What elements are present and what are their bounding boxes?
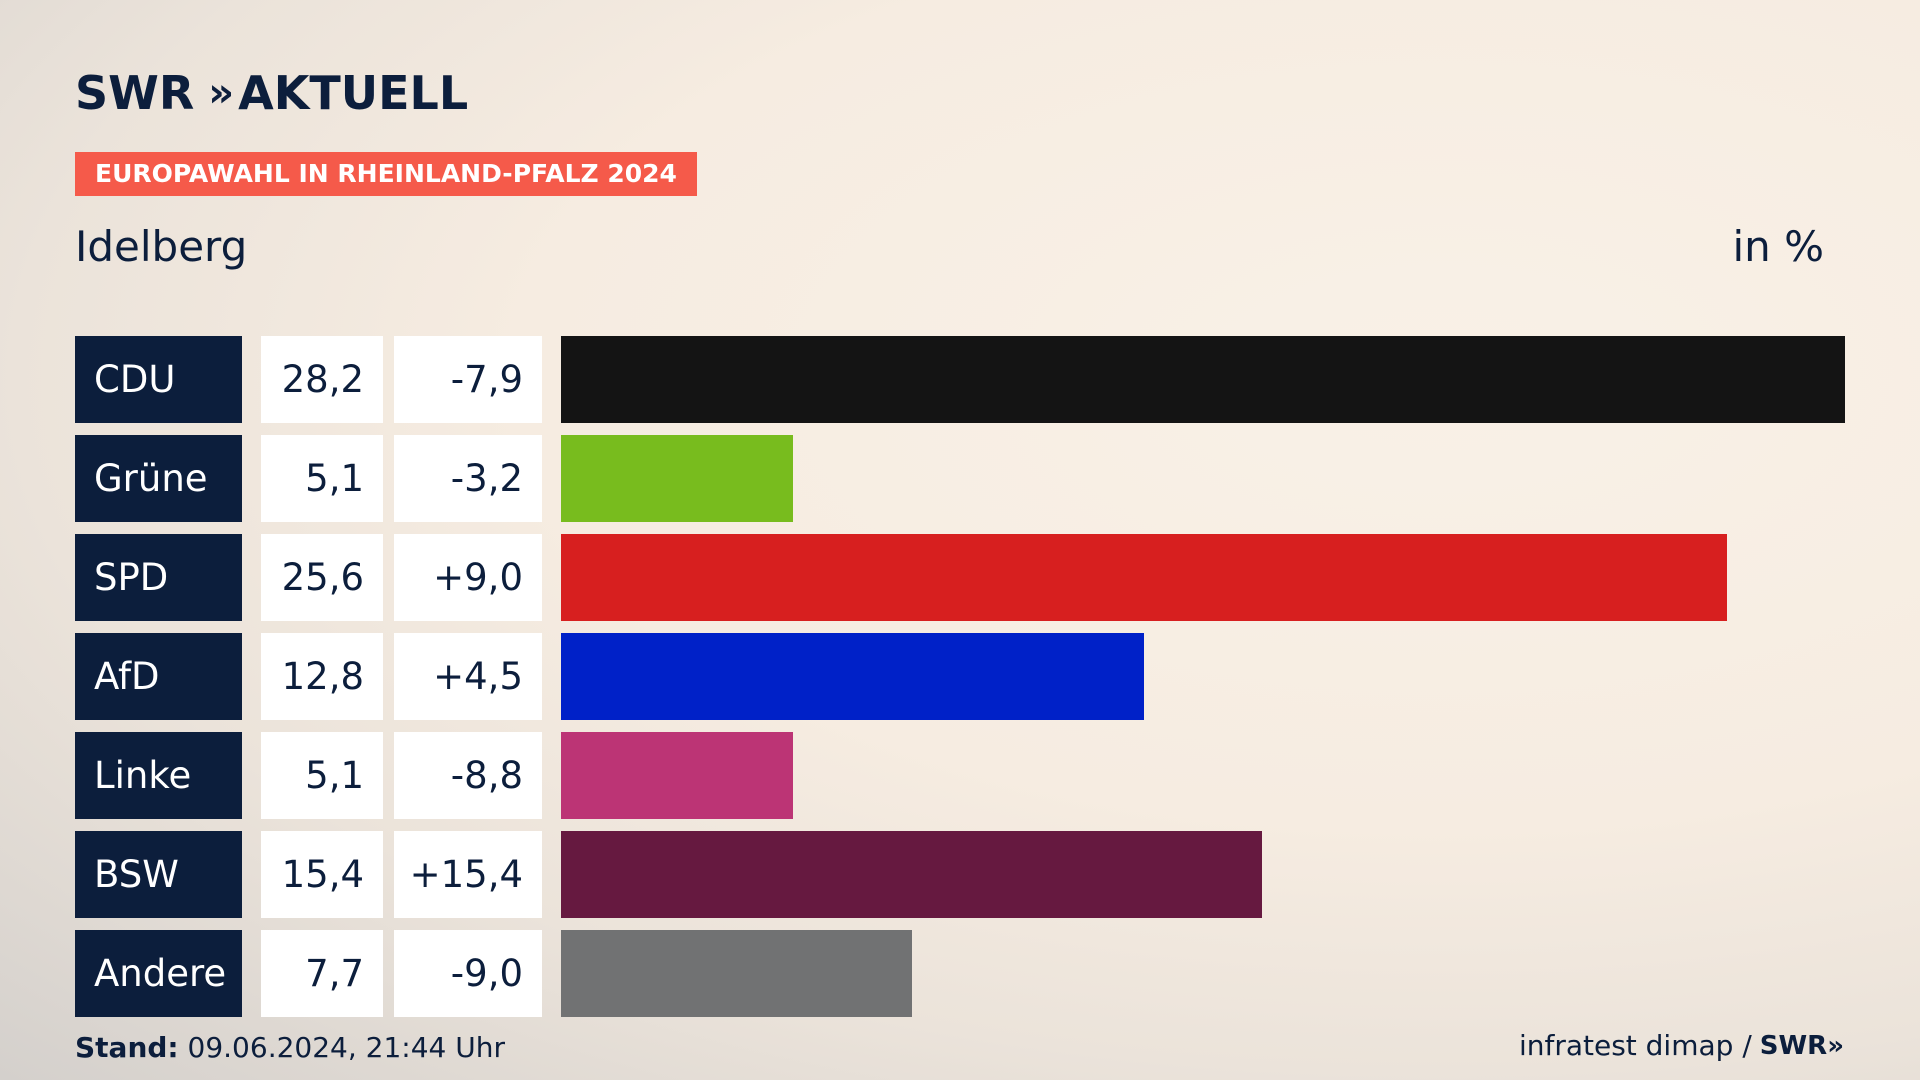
bar-linke — [561, 732, 793, 819]
timestamp-value: 09.06.2024, 21:44 Uhr — [187, 1031, 505, 1064]
value-label: 25,6 — [261, 534, 383, 621]
diff-label: -7,9 — [394, 336, 542, 423]
source-credit: infratest dimap / SWR» — [1519, 1029, 1844, 1062]
value-label: 12,8 — [261, 633, 383, 720]
party-label: Andere — [75, 930, 242, 1017]
value-label: 7,7 — [261, 930, 383, 1017]
timestamp-label: Stand: — [75, 1031, 179, 1064]
party-label: AfD — [75, 633, 242, 720]
value-label: 5,1 — [261, 732, 383, 819]
party-label: Grüne — [75, 435, 242, 522]
value-label: 28,2 — [261, 336, 383, 423]
source-swr-logo: SWR» — [1759, 1030, 1844, 1061]
party-label: CDU — [75, 336, 242, 423]
bar-grüne — [561, 435, 793, 522]
value-label: 15,4 — [261, 831, 383, 918]
swr-aktuell-logo: SWR » AKTUELL — [75, 66, 468, 120]
party-label: Linke — [75, 732, 242, 819]
bar-spd — [561, 534, 1727, 621]
logo-swr-text: SWR — [75, 66, 195, 120]
bar-andere — [561, 930, 912, 1017]
party-label: BSW — [75, 831, 242, 918]
unit-label: in % — [1732, 222, 1824, 271]
bar-afd — [561, 633, 1144, 720]
diff-label: +15,4 — [394, 831, 542, 918]
diff-label: +4,5 — [394, 633, 542, 720]
diff-label: -8,8 — [394, 732, 542, 819]
diff-label: -9,0 — [394, 930, 542, 1017]
diff-label: +9,0 — [394, 534, 542, 621]
logo-suffix: AKTUELL — [238, 66, 469, 120]
source-text: infratest dimap / — [1518, 1029, 1752, 1062]
bar-bsw — [561, 831, 1262, 918]
timestamp: Stand: 09.06.2024, 21:44 Uhr — [75, 1031, 505, 1064]
logo-chevrons: » — [208, 70, 234, 116]
region-title: Idelberg — [75, 222, 248, 271]
election-badge: EUROPAWAHL IN RHEINLAND-PFALZ 2024 — [75, 152, 697, 196]
party-label: SPD — [75, 534, 242, 621]
value-label: 5,1 — [261, 435, 383, 522]
bar-cdu — [561, 336, 1845, 423]
diff-label: -3,2 — [394, 435, 542, 522]
